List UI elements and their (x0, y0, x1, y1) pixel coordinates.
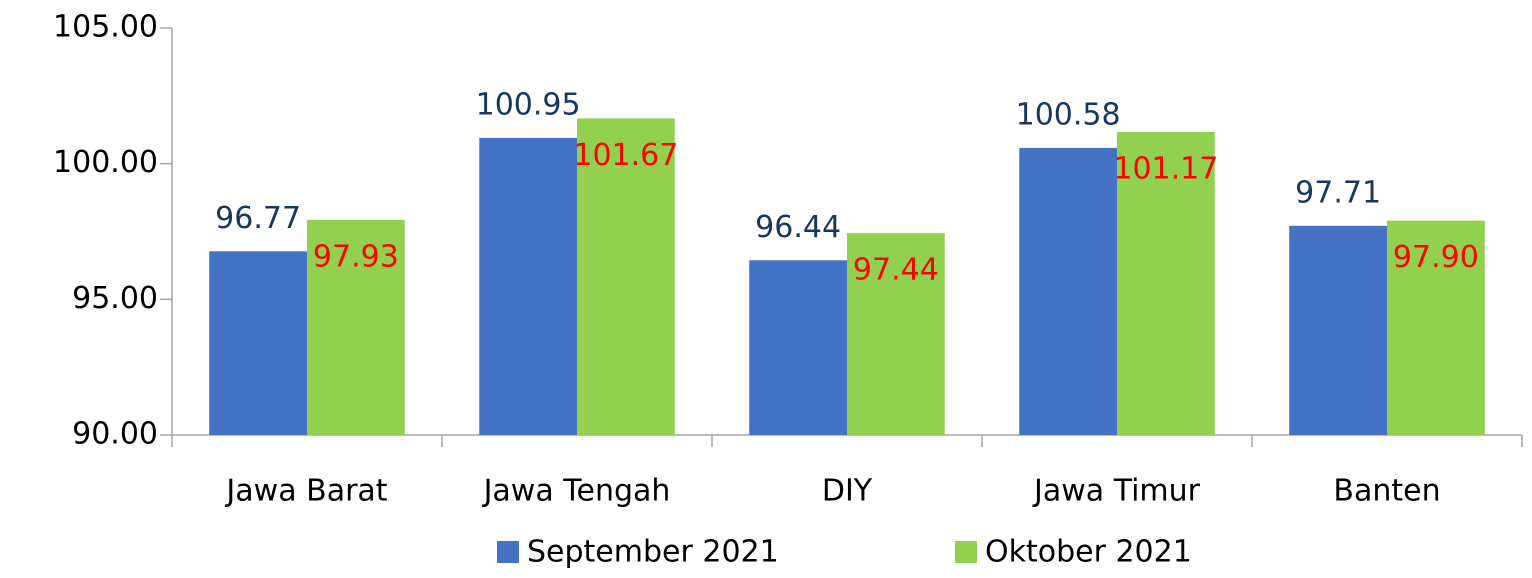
data-label: 101.17 (1113, 151, 1218, 186)
data-label: 100.95 (476, 87, 581, 122)
x-tick-label: Jawa Timur (1032, 474, 1201, 509)
bar (209, 251, 307, 435)
data-label: 101.67 (573, 138, 678, 173)
y-tick-label: 100.00 (53, 145, 158, 180)
bar (1019, 147, 1117, 436)
data-label: 97.93 (313, 239, 399, 274)
data-label: 97.71 (1295, 175, 1381, 210)
data-label: 96.77 (215, 201, 301, 236)
legend-label: Oktober 2021 (985, 535, 1192, 570)
bar (479, 137, 577, 435)
bar (307, 219, 405, 435)
y-tick-label: 105.00 (53, 10, 158, 45)
y-tick-label: 95.00 (72, 281, 158, 316)
y-tick-label: 90.00 (72, 417, 158, 452)
bar (577, 118, 675, 435)
x-tick-label: Banten (1333, 474, 1440, 509)
data-label: 97.90 (1393, 240, 1479, 275)
x-tick-label: DIY (822, 474, 873, 509)
bar (1289, 225, 1387, 435)
legend-swatch (497, 541, 519, 563)
legend-label: September 2021 (527, 535, 779, 570)
x-tick-label: Jawa Barat (224, 474, 387, 509)
bar (847, 233, 945, 435)
bar (1387, 220, 1485, 435)
x-tick-label: Jawa Tengah (482, 474, 671, 509)
data-label: 100.58 (1016, 97, 1121, 132)
bar (749, 260, 847, 435)
legend-swatch (955, 541, 977, 563)
data-label: 97.44 (853, 253, 939, 288)
bar (1117, 131, 1215, 436)
data-label: 96.44 (755, 210, 841, 245)
